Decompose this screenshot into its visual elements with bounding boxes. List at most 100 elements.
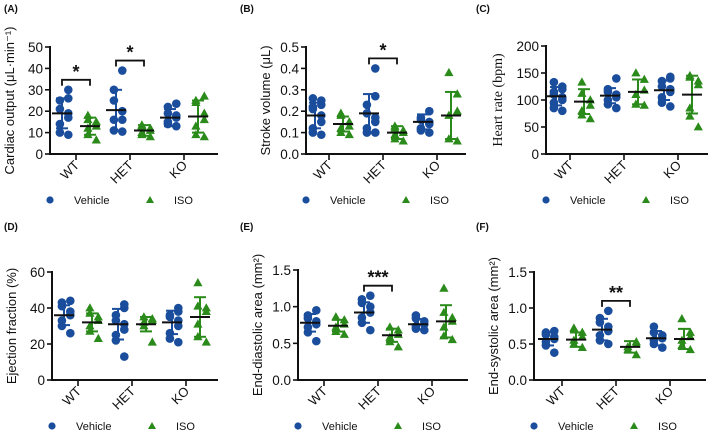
vehicle-point: [55, 128, 65, 137]
iso-point: [685, 327, 695, 336]
x-tick-label: WT: [305, 383, 330, 408]
iso-point: [145, 132, 155, 141]
iso-point: [193, 301, 203, 310]
iso-point: [577, 332, 587, 341]
y-tick-label: 40: [28, 61, 43, 76]
y-tick-label: 1.0: [272, 300, 291, 315]
significance-bracket: [601, 299, 631, 307]
legend-vehicle-label: Vehicle: [330, 195, 365, 207]
vehicle-point: [612, 90, 621, 99]
vehicle-point: [172, 99, 181, 109]
panel-d: (D) 0 20 40 60 Ejection fraction (%) WT HET KO V…: [0, 218, 236, 436]
chart-svg: 0.0 0.1 0.2 0.3 0.4 0.5 Stroke volume (μL) WT HE…: [258, 40, 466, 207]
vehicle-point: [66, 296, 75, 306]
iso-point: [439, 283, 449, 292]
legend-iso-marker: [642, 196, 650, 203]
iso-point: [393, 342, 403, 351]
legend-vehicle-label: Vehicle: [74, 195, 109, 207]
chart-svg: 0 50 100 150 200 Heart rate (bpm) WT HET KO Vehic…: [491, 39, 708, 207]
vehicle-point: [366, 325, 375, 335]
legend-iso-marker: [630, 422, 638, 429]
chart-svg: 0.0 0.5 1.0 1.5 End-systolic area (mm²) WT HET…: [486, 257, 706, 433]
vehicle-point: [558, 82, 567, 91]
iso-point: [147, 337, 157, 346]
vehicle-point: [612, 103, 621, 113]
x-tick-label: KO: [168, 384, 192, 408]
significance-bracket: [363, 284, 393, 292]
vehicle-point: [425, 128, 434, 137]
iso-point: [577, 342, 587, 351]
vehicle-point: [64, 94, 73, 103]
iso-point: [91, 117, 101, 126]
y-tick-label: 0.2: [280, 104, 299, 119]
vehicle-point: [550, 326, 559, 336]
y-tick-label: 0.5: [272, 336, 291, 351]
legend-iso-label: ISO: [658, 421, 677, 433]
y-tick-label: 0.3: [280, 83, 299, 98]
vehicle-point: [666, 102, 675, 111]
vehicle-point: [612, 74, 621, 83]
vehicle-point: [312, 306, 321, 315]
y-tick-label: 50: [524, 120, 539, 135]
y-tick-label: 10: [28, 126, 43, 141]
chart-svg: 0 10 20 30 40 50 Cardiac output (μL·min⁻¹) WT HE…: [2, 26, 218, 207]
x-tick-label: KO: [652, 384, 676, 408]
iso-point: [385, 332, 395, 341]
iso-point: [631, 350, 641, 359]
legend-vehicle-marker: [48, 422, 56, 430]
iso-point: [393, 325, 403, 334]
y-tick-label: 100: [516, 93, 539, 108]
panel-label: (B): [240, 4, 254, 15]
x-tick-label: HET: [109, 383, 138, 412]
legend-vehicle-marker: [294, 422, 302, 430]
vehicle-point: [120, 352, 129, 361]
y-axis-label: End-diastolic area (mm²): [250, 254, 265, 396]
y-tick-label: 1.5: [272, 263, 291, 278]
iso-point: [447, 312, 457, 322]
significance-label: **: [609, 283, 623, 303]
x-tick-label: KO: [660, 158, 684, 182]
vehicle-point: [604, 306, 613, 316]
iso-point: [201, 303, 211, 312]
iso-point: [199, 114, 209, 124]
x-tick-label: HET: [355, 383, 384, 412]
significance-label: ***: [367, 268, 388, 288]
iso-point: [199, 108, 209, 117]
iso-point: [452, 106, 462, 115]
vehicle-point: [549, 77, 559, 87]
vehicle-point: [550, 348, 559, 357]
y-tick-label: 0.4: [280, 61, 299, 76]
significance-bracket: [61, 78, 91, 86]
iso-point: [693, 76, 703, 85]
y-tick-label: 0.0: [508, 373, 527, 388]
panel-label: (D): [4, 222, 18, 233]
chart-svg: 0.0 0.5 1.0 1.5 End-diastolic area (mm²) WT HE…: [250, 254, 468, 433]
iso-point: [452, 136, 462, 145]
vehicle-point: [317, 130, 326, 140]
y-tick-label: 0.0: [280, 147, 299, 162]
legend-iso-label: ISO: [670, 195, 689, 207]
x-tick-label: HET: [593, 383, 622, 412]
vehicle-point: [118, 106, 127, 116]
iso-point: [685, 111, 695, 120]
y-tick-label: 60: [30, 265, 45, 280]
vehicle-point: [558, 93, 567, 102]
vehicle-point: [366, 291, 375, 300]
x-tick-label: KO: [414, 384, 438, 408]
vehicle-point: [425, 106, 434, 116]
iso-point: [344, 129, 354, 139]
iso-point: [201, 337, 211, 346]
iso-point: [83, 123, 93, 132]
iso-point: [585, 100, 595, 109]
vehicle-point: [666, 84, 675, 94]
iso-point: [685, 103, 695, 112]
y-tick-label: 200: [516, 39, 539, 54]
iso-point: [336, 108, 346, 117]
x-tick-label: KO: [166, 158, 190, 182]
significance-bracket: [368, 57, 398, 65]
legend-iso-marker: [402, 196, 410, 203]
chart-svg: 0 20 40 60 Ejection fraction (%) WT HET KO Vehic…: [4, 265, 218, 433]
iso-point: [444, 67, 454, 77]
iso-point: [439, 307, 449, 316]
vehicle-point: [558, 106, 567, 116]
